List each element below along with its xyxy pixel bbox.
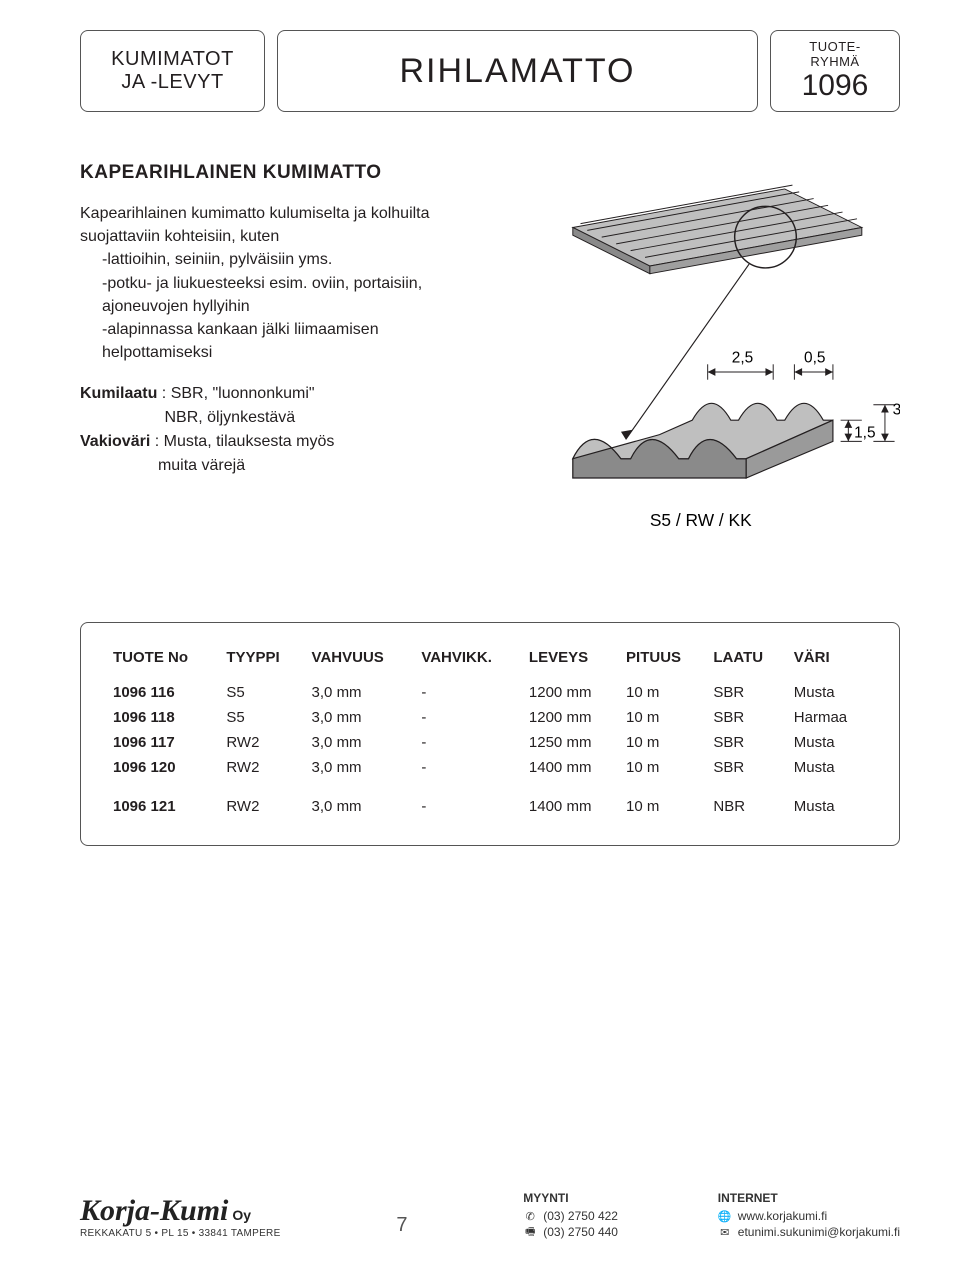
use-item: -lattioihin, seiniin, pylväisiin yms.	[102, 248, 485, 271]
table-row: 1096 118 S5 3,0 mm - 1200 mm 10 m SBR Ha…	[107, 705, 873, 730]
address: REKKAKATU 5 • PL 15 • 33841 TAMPERE	[80, 1228, 281, 1239]
properties: Kumilaatu : SBR, "luonnonkumi" Kumilaatu…	[80, 382, 485, 478]
table-row: 1096 120 RW2 3,0 mm - 1400 mm 10 m SBR M…	[107, 755, 873, 780]
dimensions-right: 1,5 3	[840, 401, 900, 441]
dimensions-top: 2,5 0,5	[707, 349, 832, 379]
page-title: RIHLAMATTO	[296, 52, 739, 91]
col-vahvuus: VAHVUUS	[306, 643, 416, 680]
fax-icon: 🖷	[523, 1225, 537, 1239]
material-label: Kumilaatu	[80, 385, 157, 402]
col-vahvikk: VAHVIKK.	[415, 643, 523, 680]
table-row: 1096 116 S5 3,0 mm - 1200 mm 10 m SBR Mu…	[107, 680, 873, 705]
color-value-2: muita värejä	[158, 457, 245, 474]
dim-d: 3	[892, 401, 900, 418]
intro-text: Kapearihlainen kumimatto kulumiselta ja …	[80, 205, 430, 245]
phone-row: ✆ (03) 2750 422	[523, 1209, 618, 1223]
technical-diagram: 2,5 0,5	[515, 162, 900, 582]
footer-sales: MYYNTI ✆ (03) 2750 422 🖷 (03) 2750 440	[523, 1191, 618, 1239]
mail-icon: ✉	[718, 1225, 732, 1239]
header-group-box: TUOTE- RYHMÄ 1096	[770, 30, 900, 112]
col-laatu: LAATU	[707, 643, 787, 680]
diagram-column: 2,5 0,5	[515, 162, 900, 582]
header-left-line2: JA -LEVYT	[99, 71, 246, 94]
header-title-box: RIHLAMATTO	[277, 30, 758, 112]
globe-icon: 🌐	[718, 1209, 732, 1223]
logo-suffix: Oy	[232, 1207, 251, 1223]
table-row: 1096 121 RW2 3,0 mm - 1400 mm 10 m NBR M…	[107, 794, 873, 819]
dim-b: 0,5	[804, 349, 825, 366]
table-header-row: TUOTE No TYYPPI VAHVUUS VAHVIKK. LEVEYS …	[107, 643, 873, 680]
url: www.korjakumi.fi	[738, 1209, 827, 1223]
header-group-number: 1096	[789, 69, 881, 103]
col-pituus: PITUUS	[620, 643, 707, 680]
logo: Korja-KumiOy	[80, 1196, 281, 1226]
header-right-line2: RYHMÄ	[789, 54, 881, 69]
page-number: 7	[396, 1214, 407, 1237]
diagram-caption: S5 / RW / KK	[650, 510, 752, 530]
col-vari: VÄRI	[788, 643, 873, 680]
header-left-line1: KUMIMATOT	[99, 48, 246, 71]
subheading: KAPEARIHLAINEN KUMIMATTO	[80, 162, 485, 184]
url-row: 🌐 www.korjakumi.fi	[718, 1209, 900, 1223]
col-leveys: LEVEYS	[523, 643, 620, 680]
top-mat-icon	[572, 185, 861, 274]
arrowhead-icon	[621, 430, 633, 440]
spacer-row	[107, 780, 873, 794]
internet-heading: INTERNET	[718, 1191, 900, 1205]
dim-c: 1,5	[854, 425, 875, 442]
header-right-line1: TUOTE-	[789, 39, 881, 54]
material-value-1: SBR, "luonnonkumi"	[171, 385, 315, 402]
intro-paragraph: Kapearihlainen kumimatto kulumiselta ja …	[80, 202, 485, 364]
use-item: -potku- ja liukuesteeksi esim. oviin, po…	[102, 272, 485, 318]
cross-section-icon	[572, 403, 832, 478]
footer-internet: INTERNET 🌐 www.korjakumi.fi ✉ etunimi.su…	[718, 1191, 900, 1239]
phone: (03) 2750 422	[543, 1209, 618, 1223]
footer: Korja-KumiOy REKKAKATU 5 • PL 15 • 33841…	[0, 1191, 960, 1239]
logo-text: Korja-Kumi	[80, 1194, 228, 1227]
use-item: -alapinnassa kankaan jälki liimaamisen h…	[102, 318, 485, 364]
color-value-1: Musta, tilauksesta myös	[164, 433, 335, 450]
sales-heading: MYYNTI	[523, 1191, 618, 1205]
table-row: 1096 117 RW2 3,0 mm - 1250 mm 10 m SBR M…	[107, 730, 873, 755]
material-row: Kumilaatu : SBR, "luonnonkumi" Kumilaatu…	[80, 382, 485, 430]
product-table-box: TUOTE No TYYPPI VAHVUUS VAHVIKK. LEVEYS …	[80, 622, 900, 846]
body: KAPEARIHLAINEN KUMIMATTO Kapearihlainen …	[80, 162, 900, 582]
email-row: ✉ etunimi.sukunimi@korjakumi.fi	[718, 1225, 900, 1239]
footer-company: Korja-KumiOy REKKAKATU 5 • PL 15 • 33841…	[80, 1196, 281, 1239]
header: KUMIMATOT JA -LEVYT RIHLAMATTO TUOTE- RY…	[80, 30, 900, 112]
product-table: TUOTE No TYYPPI VAHVUUS VAHVIKK. LEVEYS …	[107, 643, 873, 819]
color-row: Vakioväri : Musta, tilauksesta myös Vaki…	[80, 430, 485, 478]
fax: (03) 2750 440	[543, 1225, 618, 1239]
dim-a: 2,5	[731, 349, 752, 366]
material-value-2: NBR, öljynkestävä	[164, 409, 295, 426]
header-category-box: KUMIMATOT JA -LEVYT	[80, 30, 265, 112]
table-body: 1096 116 S5 3,0 mm - 1200 mm 10 m SBR Mu…	[107, 680, 873, 819]
email: etunimi.sukunimi@korjakumi.fi	[738, 1225, 900, 1239]
phone-icon: ✆	[523, 1209, 537, 1223]
uses-list: -lattioihin, seiniin, pylväisiin yms. -p…	[80, 248, 485, 364]
description-column: KAPEARIHLAINEN KUMIMATTO Kapearihlainen …	[80, 162, 485, 582]
fax-row: 🖷 (03) 2750 440	[523, 1225, 618, 1239]
col-tuoteno: TUOTE No	[107, 643, 220, 680]
col-tyyppi: TYYPPI	[220, 643, 305, 680]
leader-line	[625, 264, 748, 439]
color-label: Vakioväri	[80, 433, 150, 450]
